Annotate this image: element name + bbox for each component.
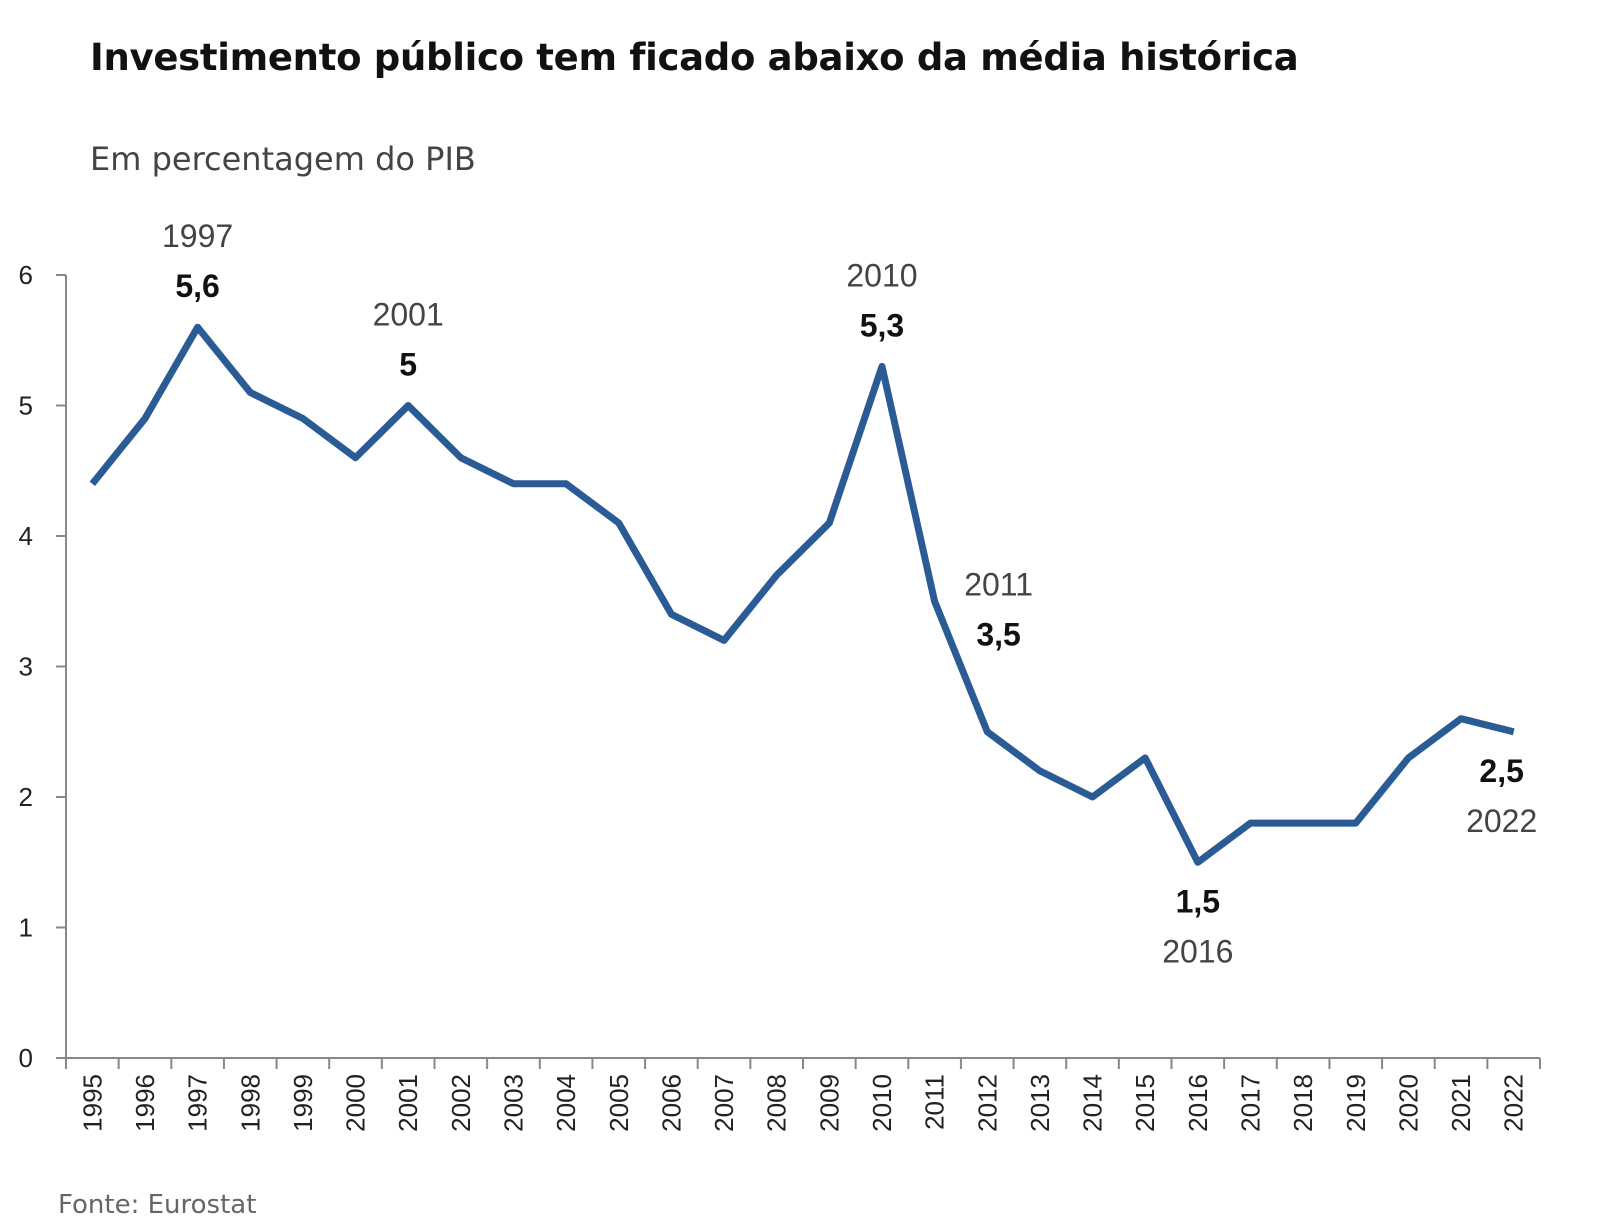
x-tick-label: 2012 — [972, 1074, 1002, 1132]
x-tick-label: 2013 — [1025, 1074, 1055, 1132]
series-line — [89, 323, 1515, 866]
series-layer — [89, 323, 1515, 866]
x-tick-label: 2016 — [1183, 1074, 1213, 1132]
y-tick-label: 2 — [19, 782, 33, 812]
y-axis-ticks: 0 1 2 3 4 5 6 — [19, 260, 66, 1073]
x-tick-label: 2005 — [604, 1074, 634, 1132]
x-tick-label: 2021 — [1446, 1074, 1476, 1132]
annotation-value: 5,3 — [860, 307, 904, 343]
y-tick-label: 6 — [19, 260, 33, 290]
x-tick-label: 2007 — [709, 1074, 739, 1132]
x-tick-label: 2022 — [1499, 1074, 1529, 1132]
x-tick-label: 1997 — [183, 1074, 213, 1132]
annotation-value: 5,6 — [175, 268, 219, 304]
x-tick-label: 2018 — [1288, 1074, 1318, 1132]
x-tick-label: 1996 — [130, 1074, 160, 1132]
x-tick-label: 2006 — [656, 1074, 686, 1132]
x-tick-label: 2003 — [498, 1074, 528, 1132]
annotation-year: 2016 — [1162, 933, 1233, 969]
x-tick-label: 1999 — [288, 1074, 318, 1132]
annotation-year: 2010 — [846, 257, 917, 293]
annotation-value: 3,5 — [976, 616, 1020, 652]
x-tick-label: 2011 — [920, 1074, 950, 1130]
annotation-year: 1997 — [162, 218, 233, 254]
x-tick-label: 2002 — [446, 1074, 476, 1132]
y-tick-label: 3 — [19, 652, 33, 682]
y-tick-label: 1 — [19, 913, 33, 943]
chart-axes — [65, 275, 1540, 1059]
annotation-year: 2022 — [1466, 803, 1537, 839]
x-tick-label: 1998 — [235, 1074, 265, 1132]
x-tick-label: 1995 — [77, 1074, 107, 1132]
x-tick-label: 2019 — [1341, 1074, 1371, 1132]
x-tick-label: 2001 — [393, 1074, 423, 1132]
source-note: Fonte: Eurostat — [58, 1190, 257, 1220]
y-tick-label: 4 — [19, 521, 33, 551]
x-tick-label: 2014 — [1078, 1074, 1108, 1132]
x-tick-label: 2004 — [551, 1074, 581, 1132]
x-tick-label: 2020 — [1393, 1074, 1423, 1132]
annotations-layer: 1997 5,6 2001 5 2010 5,3 2011 3,5 2016 1,5 2022 2,5 — [162, 218, 1537, 969]
x-tick-label: 2009 — [814, 1074, 844, 1132]
annotation-value: 5 — [399, 347, 417, 383]
annotation-year: 2001 — [373, 297, 444, 333]
annotation-year: 2011 — [964, 566, 1033, 602]
y-tick-label: 0 — [19, 1043, 33, 1073]
annotation-value: 2,5 — [1479, 753, 1523, 789]
x-tick-label: 2008 — [762, 1074, 792, 1132]
chart-title: Investimento público tem ficado abaixo d… — [90, 36, 1299, 79]
annotation-value: 1,5 — [1176, 883, 1220, 919]
x-tick-label: 2010 — [867, 1074, 897, 1132]
x-axis-ticks: 1995 1996 1997 1998 1999 2000 2001 2002 2003 2004… — [65, 1058, 1541, 1132]
x-tick-label: 2017 — [1235, 1074, 1265, 1132]
y-tick-label: 5 — [19, 391, 33, 421]
x-tick-label: 2015 — [1130, 1074, 1160, 1132]
chart-subtitle: Em percentagem do PIB — [90, 140, 476, 178]
x-tick-label: 2000 — [341, 1074, 371, 1132]
